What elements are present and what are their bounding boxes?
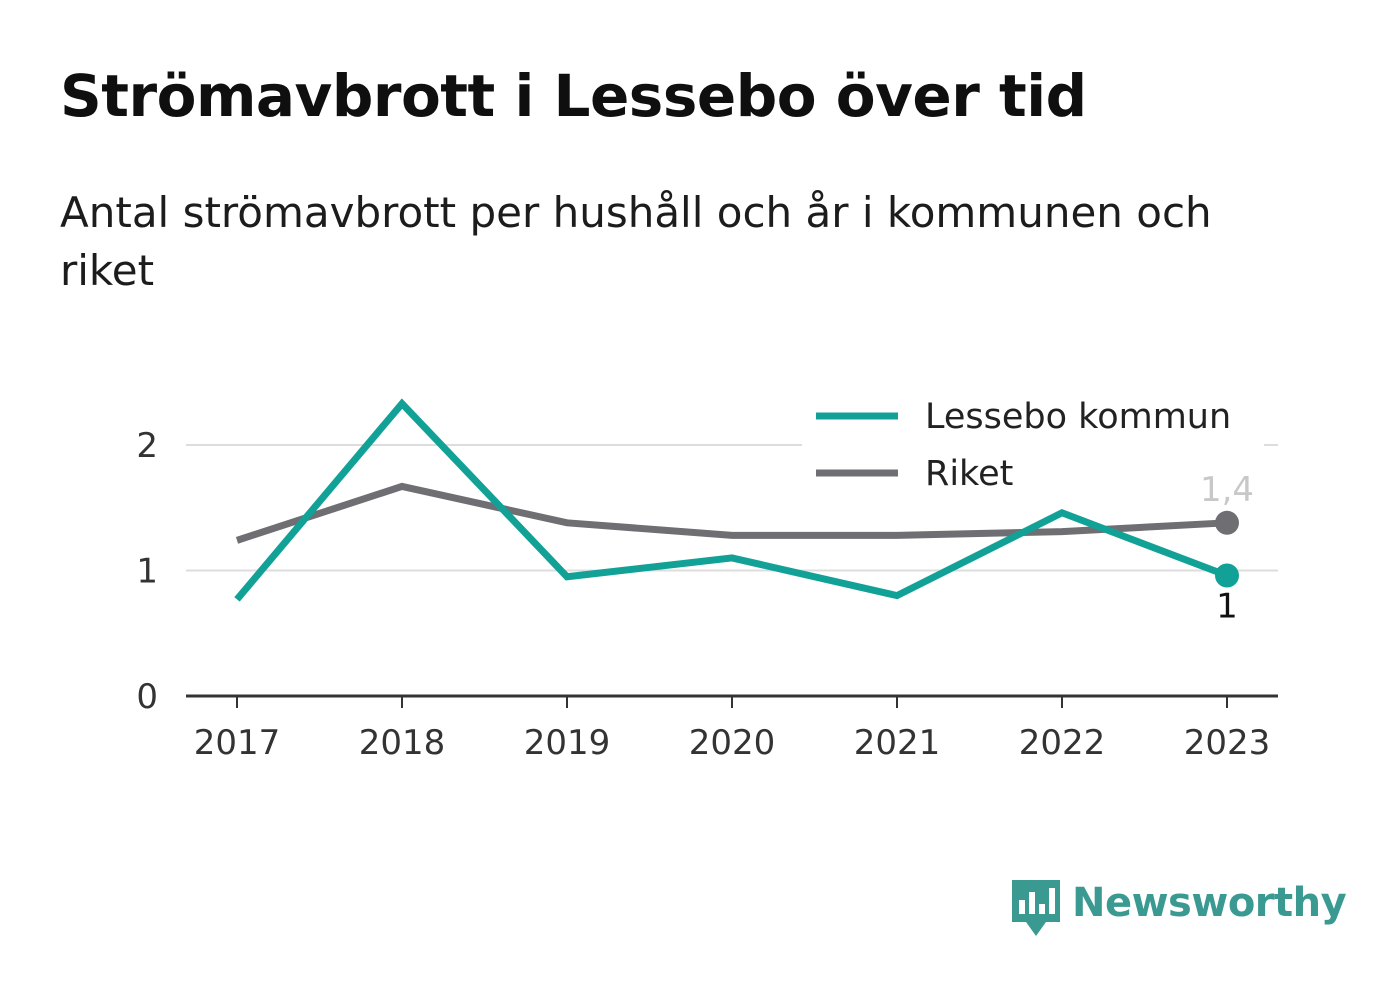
- legend-label: Lessebo kommun: [925, 397, 1231, 437]
- x-tick-label: 2021: [854, 723, 941, 763]
- series-lines: [234, 398, 1239, 602]
- series-line-lessebo-kommun: [234, 398, 1229, 602]
- newsworthy-logo-text: Newsworthy: [1072, 880, 1347, 926]
- end-point-lessebo-kommun: [1215, 563, 1239, 588]
- y-axis: 0 1 2: [136, 426, 158, 717]
- chart-title: Strömavbrott i Lessebo över tid: [60, 62, 1087, 130]
- chart-subtitle: Antal strömavbrott per hushåll och år i …: [60, 188, 1212, 295]
- y-tick-label: 2: [136, 426, 158, 466]
- x-tick-label: 2017: [194, 723, 281, 763]
- series-line-riket: [235, 482, 1228, 544]
- end-labels: 1,41: [1200, 470, 1254, 627]
- y-tick-label: 0: [136, 677, 158, 717]
- x-tick-label: 2023: [1184, 723, 1271, 763]
- x-tick-label: 2022: [1019, 723, 1106, 763]
- x-tick-label: 2019: [524, 723, 611, 763]
- end-label-riket: 1,4: [1200, 470, 1254, 510]
- legend-label: Riket: [925, 454, 1013, 494]
- newsworthy-logo: Newsworthy: [1010, 878, 1347, 942]
- legend-background: [802, 388, 1264, 508]
- legend: Lessebo kommun Riket: [802, 388, 1264, 508]
- y-tick-label: 1: [136, 552, 158, 592]
- end-point-riket: [1215, 510, 1239, 535]
- x-axis: 2017 2018 2019 2020 2021 2022 2023: [186, 694, 1278, 763]
- x-tick-label: 2018: [359, 723, 446, 763]
- x-tick-label: 2020: [689, 723, 776, 763]
- end-label-lessebo: 1: [1216, 587, 1238, 627]
- newsworthy-logo-icon: [1012, 880, 1060, 936]
